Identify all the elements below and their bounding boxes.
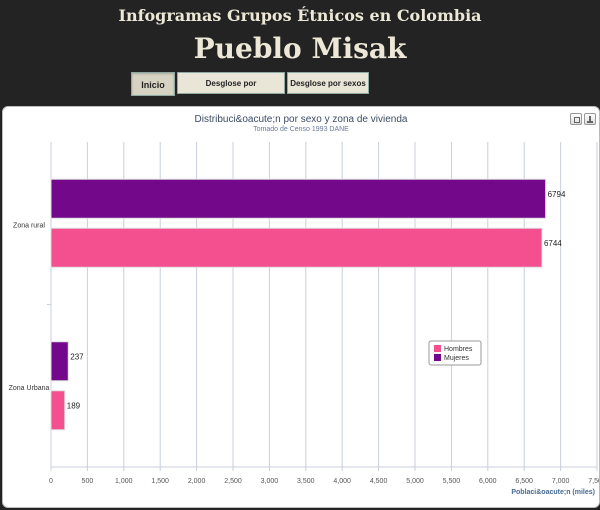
category-layer: Zona rural Zona Urbana	[9, 222, 51, 392]
bar-chart: Distribuci&oacute;n por sexo y zona de v…	[9, 114, 599, 496]
x-tick-label: 3,000	[261, 478, 279, 485]
legend-swatch	[434, 354, 441, 361]
data-label: 237	[70, 352, 84, 361]
bar-mujeres[interactable]	[50, 178, 547, 219]
tick-layer: 0 500 1,000 1,500 2,000 2,500 3,000 3,500 4,000 4…	[49, 466, 599, 485]
x-axis-label: Poblaci&oacute;n (miles)	[511, 489, 595, 496]
x-tick-label: 3,500	[297, 478, 315, 485]
site-title: Infogramas Grupos Étnicos en Colombia	[118, 6, 482, 25]
data-label: 6744	[544, 239, 562, 248]
data-label: 6794	[548, 190, 566, 199]
data-label: 189	[67, 401, 81, 410]
chart-subtitle: Tomado de Censo 1993 DANE	[253, 126, 349, 133]
x-tick-label: 2,500	[224, 478, 242, 485]
tab-desglose-departamentos[interactable]: Desglose por departamentos	[177, 72, 285, 110]
x-tick-label: 1,000	[115, 478, 133, 485]
download-icon[interactable]	[584, 113, 596, 125]
chart-legend[interactable]: Hombres Mujeres	[428, 340, 482, 366]
site-header: Infogramas Grupos Étnicos en Colombia Pu…	[0, 0, 600, 110]
x-tick-label: 500	[82, 478, 94, 485]
tab-desglose-sexos[interactable]: Desglose por sexos	[287, 72, 369, 94]
x-tick-label: 7,000	[552, 478, 570, 485]
legend-item[interactable]: Hombres	[444, 346, 473, 353]
x-tick-label: 1,500	[151, 478, 169, 485]
legend-swatch	[434, 345, 441, 352]
chart-panel: Distribuci&oacute;n por sexo y zona de v…	[2, 106, 600, 508]
x-tick-label: 4,000	[333, 478, 351, 485]
bars-layer: 6794 6744 237 189	[50, 178, 566, 431]
x-tick-label: 0	[49, 478, 53, 485]
chart-title: Distribuci&oacute;n por sexo y zona de v…	[195, 114, 408, 125]
category-label: Zona rural	[13, 222, 45, 229]
x-tick-label: 6,500	[515, 478, 533, 485]
x-tick-label: 5,500	[443, 478, 461, 485]
x-tick-label: 4,500	[370, 478, 388, 485]
legend-box	[428, 340, 482, 366]
bar-hombres[interactable]	[50, 227, 543, 268]
page-title: Pueblo Misak	[193, 32, 407, 65]
category-label: Zona Urbana	[9, 385, 50, 392]
tab-inicio[interactable]: Inicio	[131, 72, 175, 96]
bar-mujeres[interactable]	[50, 341, 69, 382]
bar-hombres[interactable]	[50, 390, 66, 431]
legend-item[interactable]: Mujeres	[444, 355, 469, 362]
x-tick-label: 2,000	[188, 478, 206, 485]
x-tick-label: 7,500	[588, 478, 599, 485]
x-tick-label: 5,000	[406, 478, 424, 485]
print-icon[interactable]	[570, 113, 582, 125]
x-tick-label: 6,000	[479, 478, 497, 485]
